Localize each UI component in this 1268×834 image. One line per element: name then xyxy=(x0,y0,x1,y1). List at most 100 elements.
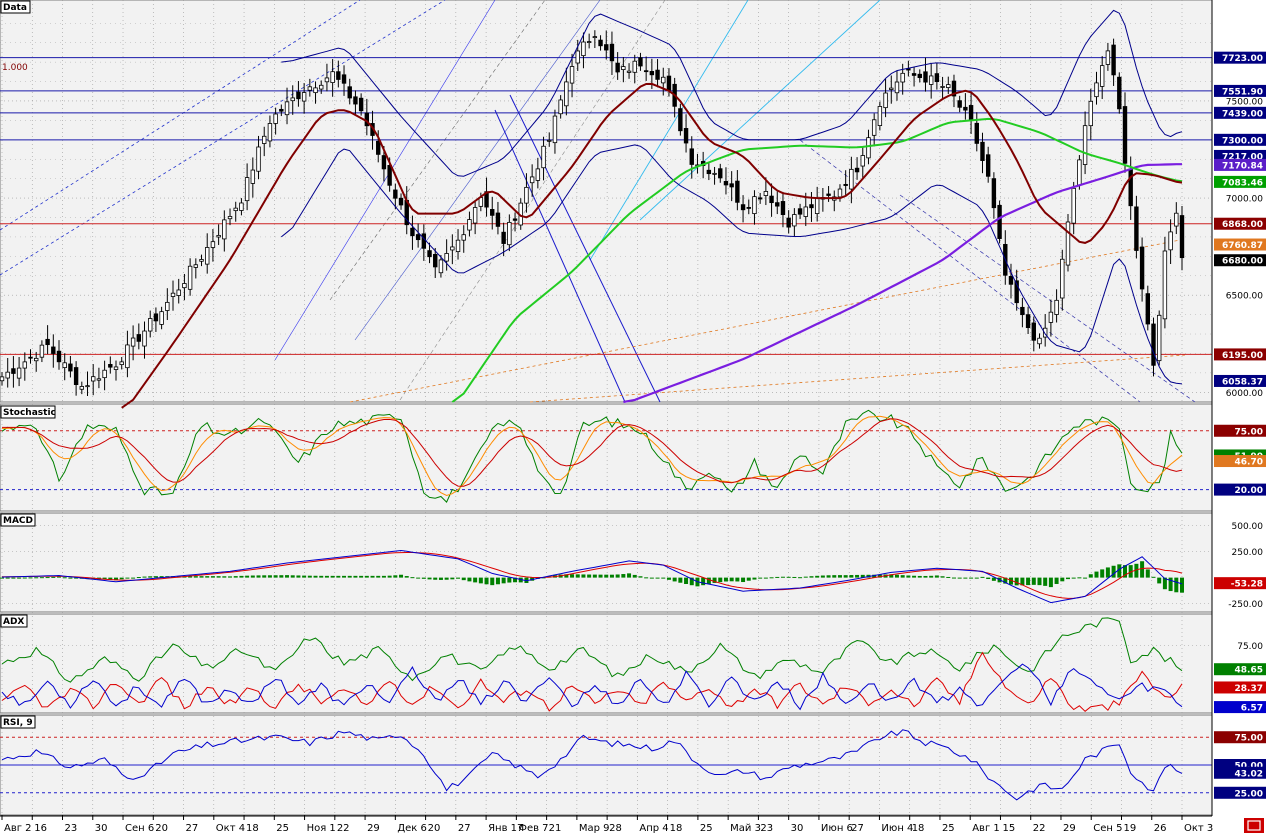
adx-panel-label: ADX xyxy=(0,614,28,628)
candle xyxy=(917,69,922,83)
x-tick-label: 23 xyxy=(65,823,78,834)
candle xyxy=(450,234,455,265)
overlays xyxy=(121,9,1183,409)
candle xyxy=(1025,306,1031,335)
panel-2-area[interactable] xyxy=(0,512,1213,613)
candle xyxy=(552,109,558,154)
level-badge: 7439.00 xyxy=(1214,106,1266,119)
panel-3-area[interactable] xyxy=(0,613,1213,714)
candle xyxy=(0,372,5,386)
price-panel-title: Data xyxy=(3,3,27,13)
panel-0-area[interactable] xyxy=(0,0,1213,403)
candle xyxy=(689,136,694,179)
macd-panel-title: MACD xyxy=(3,516,33,526)
candle xyxy=(928,63,934,99)
candle xyxy=(643,56,649,81)
x-tick-label: 26 xyxy=(1154,823,1167,834)
candle xyxy=(723,167,729,195)
indicator-3[interactable] xyxy=(1,617,1183,712)
candle xyxy=(45,325,50,355)
stochastic-panel-title: Stochastic xyxy=(3,408,56,418)
candle xyxy=(923,57,928,92)
x-tick-label: Июн 6 xyxy=(821,823,853,834)
x-tick-label: Янв 17 xyxy=(488,823,523,834)
candle xyxy=(142,321,147,359)
candle xyxy=(415,223,421,248)
adx-line xyxy=(1,617,1183,683)
candle xyxy=(706,162,712,181)
svg-text:46.70: 46.70 xyxy=(1235,458,1263,468)
candle xyxy=(461,225,466,253)
candle xyxy=(803,192,808,227)
svg-text:43.02: 43.02 xyxy=(1235,769,1263,779)
panel-labels: Data 1.000 Stochastic MACD ADX RSI, 9 xyxy=(0,0,56,729)
candle xyxy=(1156,310,1162,366)
candle xyxy=(632,54,637,84)
candle xyxy=(598,35,603,51)
candle xyxy=(883,78,888,118)
price-tick-label: 6500.00 xyxy=(1226,292,1263,302)
candle xyxy=(638,52,643,71)
x-tick-label: Май 3 xyxy=(730,823,761,834)
candle xyxy=(621,57,626,83)
scroll-end-button[interactable] xyxy=(1244,818,1264,833)
candle xyxy=(290,85,295,115)
indicator-4[interactable] xyxy=(0,729,1212,801)
candle xyxy=(911,67,917,87)
trendline xyxy=(349,239,1181,403)
panel-1-area[interactable] xyxy=(0,403,1213,512)
candles xyxy=(0,30,1185,396)
candle xyxy=(216,224,221,245)
candle xyxy=(296,81,301,107)
candle xyxy=(187,258,193,296)
indicator-panels[interactable] xyxy=(0,409,1212,801)
indicator-1[interactable] xyxy=(0,409,1212,503)
candle xyxy=(547,132,552,147)
candle xyxy=(51,334,56,368)
price-panel[interactable] xyxy=(0,0,1212,409)
candle xyxy=(148,310,153,338)
price-axis: 6000.00 6500.00 7000.00 7500.00 7723.00 7551.… xyxy=(1211,0,1266,816)
indicator-2[interactable] xyxy=(0,549,1184,604)
candle xyxy=(427,242,432,264)
x-tick-label: 21 xyxy=(549,823,562,834)
trendline xyxy=(0,0,361,231)
candle xyxy=(244,163,250,211)
x-tick-label: Фев 7 xyxy=(518,823,548,834)
x-tick-label: 18 xyxy=(912,823,925,834)
candle xyxy=(11,356,16,388)
svg-text:20.00: 20.00 xyxy=(1235,486,1263,496)
candle xyxy=(524,173,529,213)
k-line xyxy=(1,409,1183,503)
svg-text:7300.00: 7300.00 xyxy=(1222,136,1263,146)
svg-text:25.00: 25.00 xyxy=(1235,789,1263,799)
svg-text:6868.00: 6868.00 xyxy=(1222,220,1263,230)
candle xyxy=(1042,314,1048,347)
candle xyxy=(170,280,176,311)
trendline xyxy=(329,0,546,301)
svg-text:6195.00: 6195.00 xyxy=(1222,351,1263,361)
candle xyxy=(735,170,740,211)
di_minus-line xyxy=(1,663,1183,711)
candle xyxy=(222,210,227,252)
candle xyxy=(946,76,951,95)
candle xyxy=(34,351,39,372)
x-tick-label: 22 xyxy=(1033,823,1046,834)
x-tick-label: 18 xyxy=(246,823,259,834)
x-tick-label: Дек 6 xyxy=(397,823,427,834)
trendline xyxy=(529,354,1186,403)
candle xyxy=(341,65,347,96)
candle xyxy=(757,192,763,204)
candle xyxy=(1071,181,1076,235)
candle xyxy=(239,198,244,216)
candle xyxy=(1008,263,1014,299)
x-tick-label: 29 xyxy=(1063,823,1076,834)
svg-text:7551.90: 7551.90 xyxy=(1222,87,1263,97)
candle xyxy=(581,32,586,69)
candle xyxy=(79,381,85,395)
candle xyxy=(826,186,831,202)
x-tick-label: 30 xyxy=(95,823,108,834)
indicator-value-badge: 28.37 xyxy=(1214,681,1266,694)
candle xyxy=(159,306,164,330)
